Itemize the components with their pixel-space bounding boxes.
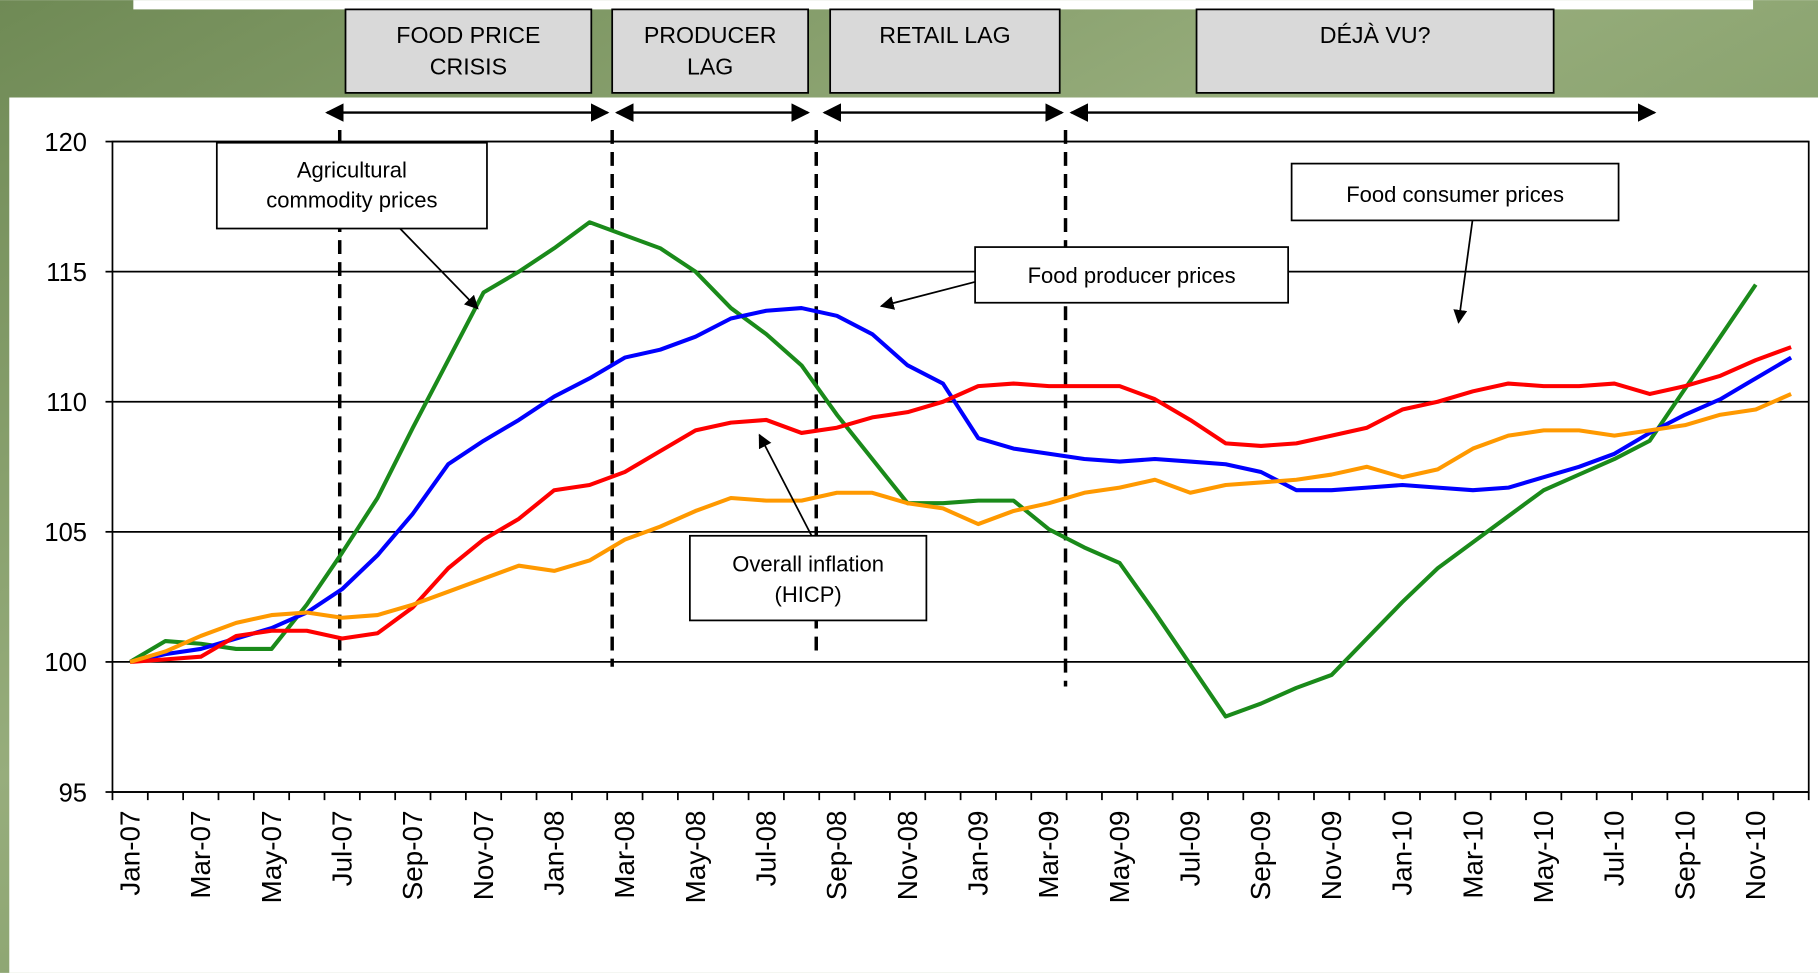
callout-label: Agricultural (297, 158, 407, 183)
period-box (344, 8, 593, 94)
x-tick-label: May-08 (680, 811, 711, 904)
y-tick-label: 105 (44, 519, 87, 547)
series-line (129, 220, 1758, 719)
period-box (611, 8, 809, 94)
callout-box (215, 141, 488, 230)
callout-label: Overall inflation (732, 552, 884, 577)
callout-arrow (399, 227, 479, 310)
y-tick-label: 100 (44, 649, 87, 677)
x-tick-label: Jan-10 (1387, 811, 1418, 896)
callout-box (688, 534, 928, 622)
y-tick-label: 110 (46, 389, 87, 417)
callout-box (1290, 162, 1620, 222)
callout-arrow (879, 279, 980, 310)
x-tick-label: May-10 (1528, 811, 1559, 904)
x-tick-label: Nov-07 (468, 811, 499, 901)
x-tick-label: Sep-08 (821, 811, 852, 901)
period-box (1195, 8, 1555, 94)
period-label: CRISIS (430, 53, 507, 79)
series-line (129, 392, 1792, 664)
period-label: LAG (687, 53, 733, 79)
plot-background (111, 140, 1810, 793)
period-label: RETAIL LAG (879, 22, 1010, 48)
x-tick-label: Jan-07 (114, 811, 145, 896)
x-tick-label: Jan-08 (538, 811, 569, 896)
x-tick-label: Jul-09 (1175, 811, 1206, 887)
series-line (129, 306, 1793, 664)
x-tick-label: May-09 (1104, 811, 1135, 904)
callout-arrow (1453, 220, 1474, 324)
x-tick-label: Mar-10 (1457, 811, 1488, 899)
x-tick-label: Mar-08 (609, 811, 640, 899)
x-tick-label: Nov-10 (1740, 811, 1771, 901)
period-box (829, 8, 1061, 94)
y-tick-label: 95 (59, 779, 87, 807)
callout-label: (HICP) (774, 582, 841, 607)
x-tick-label: Sep-09 (1245, 811, 1276, 901)
x-tick-label: Jul-07 (326, 811, 357, 887)
callout-label: Food consumer prices (1346, 182, 1564, 207)
x-tick-label: Mar-09 (1033, 811, 1064, 899)
x-tick-label: Nov-08 (892, 811, 923, 901)
x-tick-label: Sep-07 (397, 811, 428, 901)
y-tick-label: 115 (46, 259, 87, 287)
x-tick-label: May-07 (256, 811, 287, 904)
x-tick-label: Jul-08 (751, 811, 782, 887)
period-label: DÉJÀ VU? (1320, 22, 1431, 48)
x-tick-label: Sep-10 (1669, 811, 1700, 901)
x-tick-label: Mar-07 (185, 811, 216, 899)
x-tick-label: Jan-09 (963, 811, 994, 896)
callout-arrow (758, 433, 813, 537)
callout-label: Food producer prices (1028, 263, 1236, 288)
x-tick-label: Nov-09 (1316, 811, 1347, 901)
period-label: FOOD PRICE (396, 22, 540, 48)
x-tick-label: Jul-10 (1599, 811, 1630, 887)
series-line (129, 345, 1792, 664)
y-tick-label: 120 (44, 129, 87, 157)
callout-box (974, 246, 1290, 304)
top-banner (133, 0, 1754, 10)
callout-label: commodity prices (266, 188, 437, 213)
period-label: PRODUCER (644, 22, 777, 48)
